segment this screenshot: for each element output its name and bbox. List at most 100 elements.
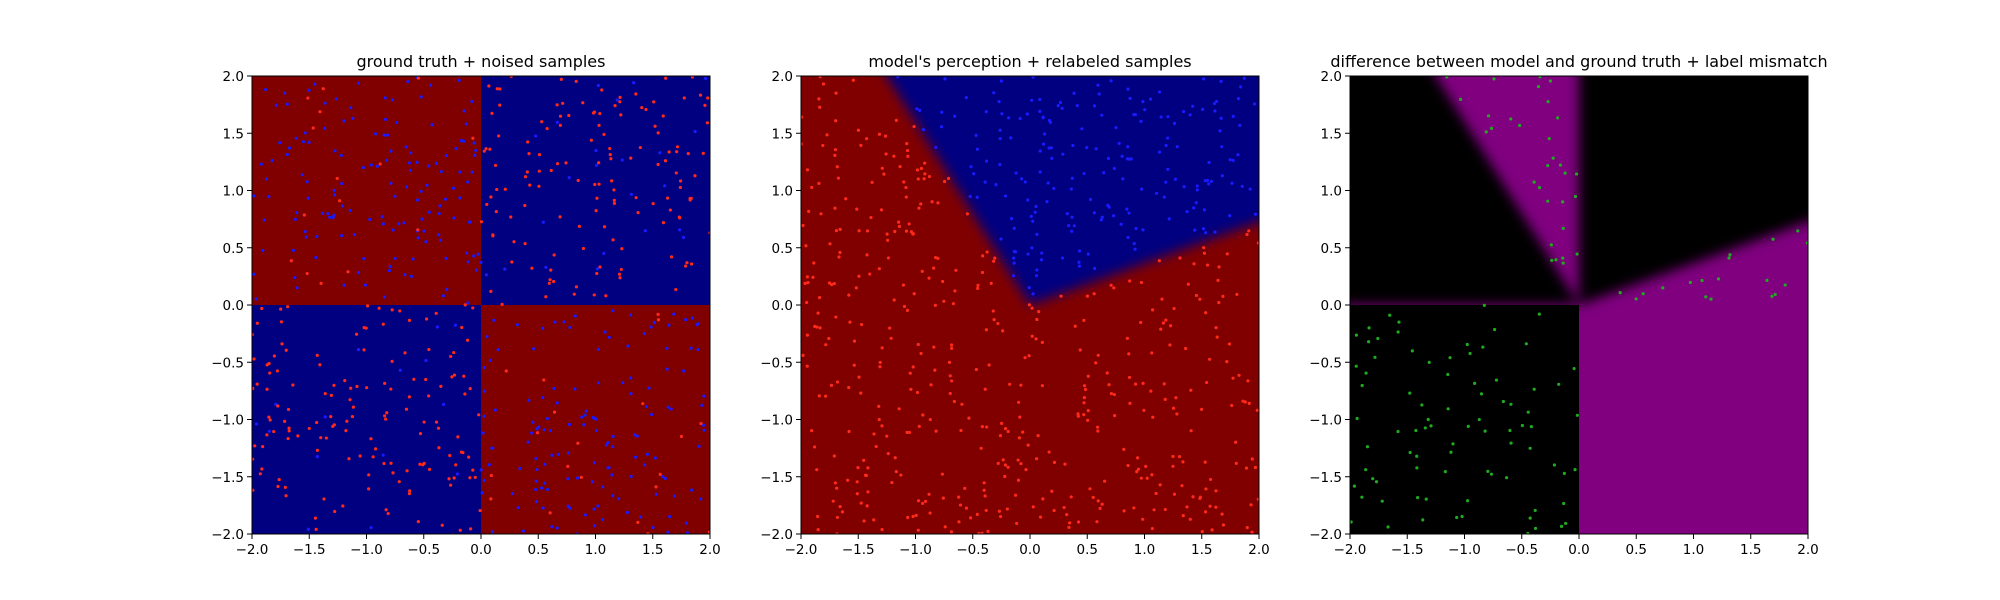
scatter-point	[355, 384, 359, 389]
scatter-point	[473, 475, 477, 479]
scatter-point	[543, 481, 547, 485]
scatter-point	[407, 318, 412, 322]
scatter-point	[1086, 418, 1090, 422]
scatter-point	[882, 172, 886, 176]
scatter-point	[1191, 495, 1195, 499]
scatter-point	[1245, 232, 1249, 237]
subplot-ground-truth: ground truth + noised samples −2.0 −1.5 −1…	[211, 52, 721, 558]
scatter-point	[1141, 517, 1145, 521]
scatter-point	[449, 354, 453, 359]
scatter-point	[968, 194, 972, 199]
y-tick-label: 0.5	[223, 241, 244, 257]
scatter-point	[649, 325, 653, 329]
mismatch-point	[1641, 292, 1645, 296]
scatter-point	[1195, 188, 1199, 192]
scatter-point	[497, 134, 501, 138]
scatter-point	[899, 473, 903, 477]
scatter-point	[562, 320, 566, 324]
mismatch-point	[1508, 428, 1512, 433]
scatter-point	[254, 297, 258, 301]
scatter-point	[835, 515, 840, 520]
scatter-point	[471, 468, 475, 472]
scatter-point	[331, 215, 335, 220]
scatter-point	[403, 273, 407, 277]
scatter-point	[419, 189, 423, 193]
scatter-point	[999, 514, 1003, 519]
scatter-point	[411, 257, 415, 261]
scatter-point	[904, 195, 908, 199]
scatter-point	[933, 368, 937, 372]
subplot-title: model's perception + relabeled samples	[868, 52, 1191, 71]
scatter-point	[656, 312, 660, 316]
scatter-point	[470, 99, 474, 104]
y-tick-label: −2.0	[211, 527, 244, 543]
scatter-point	[651, 202, 655, 206]
scatter-point	[1076, 414, 1080, 418]
scatter-point	[1120, 154, 1124, 158]
scatter-point	[531, 420, 535, 424]
y-tick-label: 0.5	[772, 241, 793, 257]
scatter-point	[1075, 103, 1079, 108]
subplot-title: ground truth + noised samples	[357, 52, 606, 71]
scatter-point	[984, 110, 988, 114]
scatter-point	[666, 405, 670, 409]
scatter-point	[1219, 116, 1223, 120]
scatter-point	[618, 276, 622, 280]
scatter-point	[987, 363, 991, 367]
scatter-point	[951, 302, 956, 306]
scatter-point	[1158, 483, 1162, 487]
scatter-point	[340, 234, 344, 238]
scatter-point	[1016, 478, 1021, 482]
scatter-point	[512, 240, 516, 244]
mismatch-point	[1688, 280, 1693, 285]
mismatch-point	[1484, 130, 1488, 134]
scatter-point	[611, 238, 615, 242]
scatter-point	[1076, 520, 1081, 524]
scatter-point	[1059, 294, 1063, 298]
scatter-point	[922, 177, 926, 181]
scatter-point	[295, 211, 299, 215]
mismatch-point	[1561, 256, 1565, 260]
scatter-point	[856, 128, 860, 132]
scatter-point	[1151, 415, 1155, 419]
scatter-point	[964, 506, 969, 510]
scatter-point	[1247, 229, 1251, 233]
scatter-point	[1141, 100, 1145, 104]
scatter-point	[1171, 454, 1175, 459]
mismatch-point	[1408, 391, 1412, 395]
scatter-point	[635, 434, 639, 438]
y-tick-label: −0.5	[211, 355, 244, 371]
mismatch-point	[1483, 429, 1487, 433]
scatter-point	[590, 480, 595, 484]
scatter-point	[1001, 329, 1005, 333]
scatter-point	[911, 365, 915, 369]
scatter-point	[957, 520, 961, 524]
scatter-point	[880, 346, 884, 350]
scatter-point	[291, 383, 295, 387]
scatter-point	[1093, 266, 1097, 271]
scatter-point	[544, 295, 548, 299]
scatter-point	[1069, 187, 1073, 191]
scatter-point	[992, 259, 996, 263]
scatter-point	[1208, 357, 1212, 361]
scatter-point	[1011, 274, 1016, 278]
scatter-point	[596, 504, 600, 508]
scatter-point	[1125, 207, 1129, 211]
scatter-point	[485, 335, 489, 339]
scatter-point	[1148, 97, 1153, 101]
scatter-point	[817, 97, 821, 101]
scatter-point	[1092, 211, 1096, 215]
scatter-point	[703, 76, 708, 80]
scatter-point	[494, 210, 498, 214]
scatter-point	[1154, 491, 1158, 496]
scatter-point	[941, 496, 945, 500]
scatter-point	[510, 260, 514, 264]
scatter-point	[340, 204, 345, 208]
scatter-point	[362, 348, 366, 352]
scatter-point	[1181, 460, 1185, 464]
scatter-point	[1019, 462, 1023, 466]
scatter-point	[1014, 171, 1018, 175]
scatter-point	[825, 133, 829, 137]
scatter-point	[907, 430, 912, 435]
mismatch-point	[1408, 450, 1412, 455]
